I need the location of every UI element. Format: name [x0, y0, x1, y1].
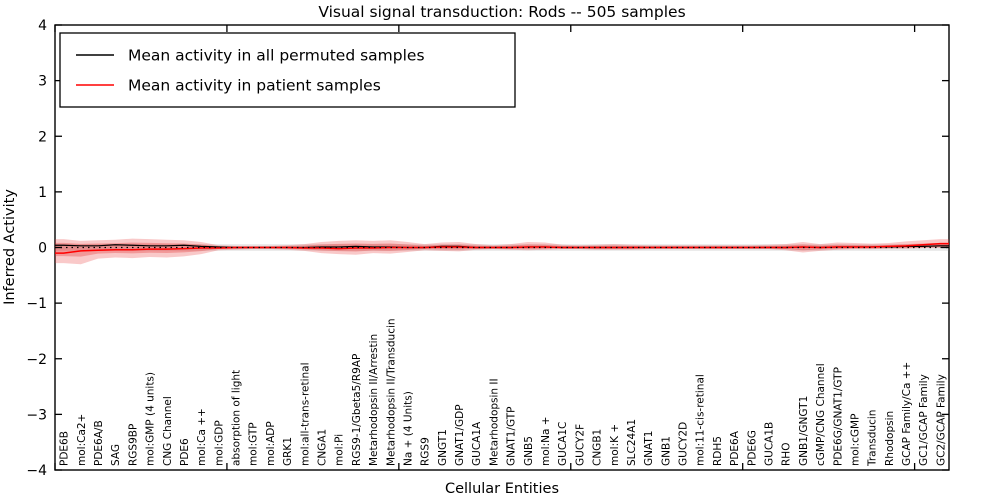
x-category-label: PDE6A/B [93, 420, 105, 466]
x-category-label: GUCA1C [557, 422, 569, 466]
x-category-label: CNGA1 [316, 429, 328, 466]
x-category-label: GRK1 [282, 437, 294, 466]
y-tick-label: −1 [26, 296, 47, 312]
x-category-label: mol:Na + [540, 416, 552, 466]
x-category-label: CNG Channel [162, 396, 174, 466]
x-category-label: mol:GTP [248, 422, 260, 466]
x-category-label: mol:Ca2+ [76, 414, 88, 466]
x-category-label: cGMP/CNG Channel [815, 363, 827, 466]
x-category-label: mol:all-trans-retinal [299, 362, 311, 466]
x-category-label: mol:cGMP [849, 414, 861, 466]
x-category-label: RDH5 [712, 436, 724, 466]
x-category-label: GUCY2F [574, 424, 586, 466]
x-category-label: mol:GDP [213, 420, 225, 466]
x-category-label: Metarhodopsin II/Arrestin [368, 334, 380, 466]
x-category-label: Transducin [867, 410, 879, 467]
y-tick-label: 1 [38, 185, 47, 201]
x-category-label: SAG [110, 444, 122, 466]
x-category-label: mol:Pi [334, 434, 346, 466]
x-category-label: GUCY2D [678, 422, 690, 466]
x-axis-label: Cellular Entities [445, 481, 559, 497]
x-category-label: GNAT1/GDP [454, 404, 466, 466]
x-category-label: mol:11-cis-retinal [695, 374, 707, 466]
x-category-label: absorption of light [231, 370, 243, 466]
x-category-label: GNB1 [660, 436, 672, 466]
x-category-label: PDE6A [729, 430, 741, 466]
x-category-label: PDE6G [746, 430, 758, 466]
x-category-label: Rhodopsin [884, 411, 896, 466]
legend-label-permuted: Mean activity in all permuted samples [128, 47, 425, 65]
legend: Mean activity in all permuted samples Me… [59, 32, 516, 108]
x-category-label: RHO [781, 443, 793, 466]
line-layer [55, 242, 949, 254]
x-category-label: GNB5 [523, 436, 535, 466]
x-category-label: PDE6B [59, 431, 71, 466]
chart-title: Visual signal transduction: Rods -- 505 … [318, 3, 685, 21]
x-category-label: Metarhodopsin II/Transducin [385, 318, 397, 466]
x-category-label: Na + (4 Units) [402, 391, 414, 466]
legend-label-patient: Mean activity in patient samples [128, 77, 381, 95]
patient-range-band-outer [55, 238, 949, 265]
x-category-label: SLC24A1 [626, 419, 638, 466]
patient-range-band-inner [55, 242, 949, 257]
category-label-layer: PDE6B mol:Ca2+ PDE6A/B SAG RGS9BP mol:GMP (4 … [59, 318, 948, 467]
x-category-label: Metarhodopsin II [488, 378, 500, 466]
x-category-label: RGS9-1/Gbeta5/R9AP [351, 354, 363, 466]
y-tick-label: −3 [26, 407, 47, 423]
y-tick-label: 0 [38, 241, 47, 257]
y-tick-label: −2 [26, 352, 47, 368]
x-category-label: mol:K + [609, 424, 621, 466]
x-category-label: mol:ADP [265, 421, 277, 466]
x-category-label: GNGT1 [437, 429, 449, 466]
x-category-label: PDE6 [179, 438, 191, 466]
y-tick-label: 4 [38, 18, 47, 34]
y-tick-label: 2 [38, 129, 47, 145]
legend-box [59, 32, 516, 108]
x-category-label: GC1/GCAP Family [918, 374, 930, 466]
x-category-label: GNAT1/GTP [506, 407, 518, 467]
x-category-label: GCAP Family/Ca ++ [901, 362, 913, 466]
x-category-label: GNAT1 [643, 431, 655, 466]
x-category-label: RGS9BP [127, 424, 139, 466]
y-tick-label: −4 [26, 463, 47, 479]
x-category-label: GUCA1A [471, 421, 483, 466]
x-category-label: GNB1/GNGT1 [798, 396, 810, 466]
x-category-label: GC2/GCAP Family [935, 374, 947, 466]
x-category-label: GUCA1B [763, 422, 775, 466]
x-category-label: mol:GMP (4 units) [145, 372, 157, 466]
x-category-label: RGS9 [420, 437, 432, 466]
y-tick-label: 3 [38, 74, 47, 90]
x-category-label: mol:Ca ++ [196, 408, 208, 466]
y-axis-label: Inferred Activity [2, 189, 18, 305]
x-category-label: CNGB1 [592, 429, 604, 466]
x-category-label: PDE6G/GNAT1/GTP [832, 367, 844, 466]
